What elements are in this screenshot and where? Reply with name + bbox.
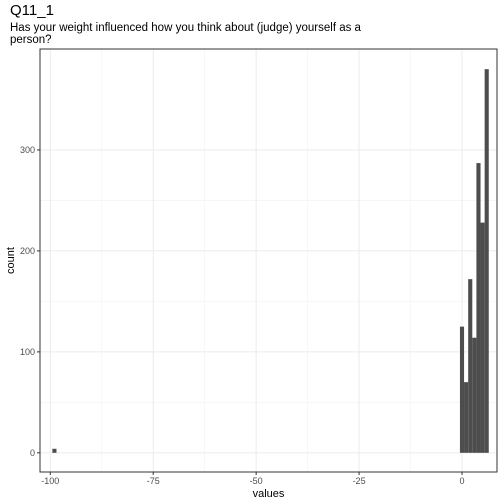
histogram-bar — [472, 337, 477, 453]
x-tick-label: -50 — [250, 476, 263, 486]
histogram-bar — [459, 326, 465, 453]
histogram-bar — [464, 382, 469, 453]
chart-subtitle: Has your weight influenced how you think… — [10, 22, 361, 46]
x-tick-label: 0 — [459, 476, 464, 486]
y-tick-label: 300 — [20, 145, 35, 155]
y-tick-label: 200 — [20, 246, 35, 256]
histogram-bar — [480, 222, 485, 453]
x-tick-label: -25 — [353, 476, 366, 486]
x-axis-title: values — [253, 488, 285, 500]
histogram-bar — [52, 448, 57, 453]
x-tick-label: -75 — [147, 476, 160, 486]
y-tick-label: 100 — [20, 347, 35, 357]
y-axis-title: count — [5, 247, 17, 274]
plot-border — [39, 48, 498, 473]
histogram-bar — [484, 69, 489, 453]
histogram-bar — [476, 163, 481, 453]
x-tick-label: -100 — [41, 476, 59, 486]
plot-panel — [40, 49, 497, 472]
chart-title: Q11_1 — [10, 2, 54, 19]
y-tick-label: 0 — [30, 448, 35, 458]
histogram-bar — [468, 279, 473, 453]
